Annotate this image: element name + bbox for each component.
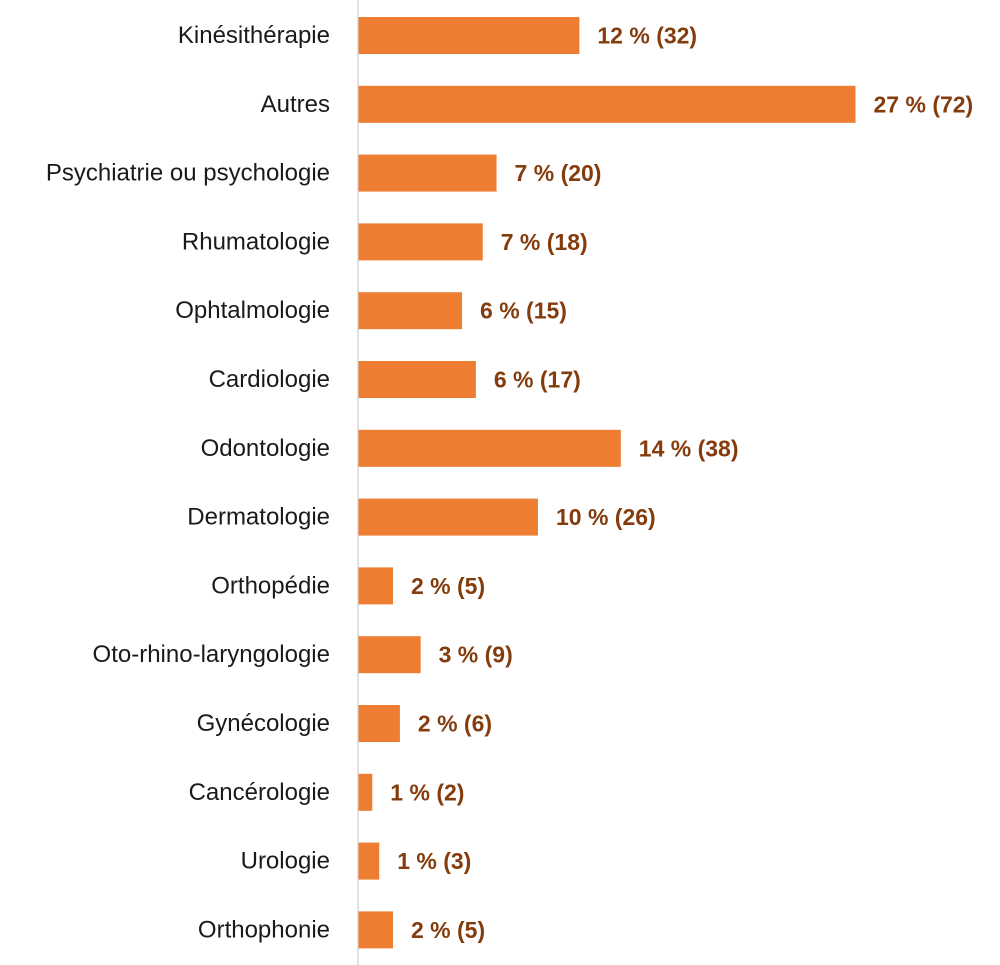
bar — [358, 429, 621, 467]
bar — [358, 567, 394, 605]
data-label: 14 % (38) — [639, 435, 739, 461]
category-label: Rhumatologie — [182, 228, 330, 255]
category-label: Orthopédie — [211, 572, 330, 599]
data-label: 7 % (18) — [501, 229, 588, 255]
bar — [358, 292, 463, 330]
bar — [358, 223, 483, 261]
bar — [358, 842, 380, 880]
category-label: Urologie — [241, 848, 330, 875]
data-label: 2 % (5) — [411, 573, 485, 599]
category-label: Kinésithérapie — [178, 22, 330, 49]
data-label: 6 % (17) — [494, 367, 581, 393]
category-label: Odontologie — [201, 435, 330, 462]
data-label: 12 % (32) — [597, 23, 697, 49]
category-label: Oto-rhino-laryngologie — [93, 641, 330, 668]
data-label: 1 % (2) — [390, 779, 464, 805]
data-label: 1 % (3) — [397, 848, 471, 874]
data-label: 10 % (26) — [556, 504, 656, 530]
category-label: Psychiatrie ou psychologie — [46, 160, 330, 187]
category-label: Ophtalmologie — [175, 297, 330, 324]
category-label: Cancérologie — [189, 779, 330, 806]
bar — [358, 773, 373, 811]
bar — [358, 361, 476, 398]
bar — [358, 154, 497, 192]
category-label: Orthophonie — [198, 916, 330, 943]
bar — [358, 498, 538, 536]
category-label: Autres — [261, 91, 330, 118]
bar — [358, 17, 580, 54]
bar — [358, 636, 421, 674]
category-label: Dermatologie — [187, 504, 330, 531]
bar — [358, 85, 856, 123]
bar — [358, 911, 394, 949]
category-label: Gynécologie — [197, 710, 330, 737]
data-label: 2 % (5) — [411, 917, 485, 943]
data-label: 27 % (72) — [874, 91, 974, 117]
data-label: 6 % (15) — [480, 298, 567, 324]
category-label: Cardiologie — [209, 366, 330, 393]
data-label: 7 % (20) — [515, 160, 602, 186]
bar — [358, 705, 400, 742]
data-label: 2 % (6) — [418, 711, 492, 737]
data-label: 3 % (9) — [439, 642, 513, 668]
